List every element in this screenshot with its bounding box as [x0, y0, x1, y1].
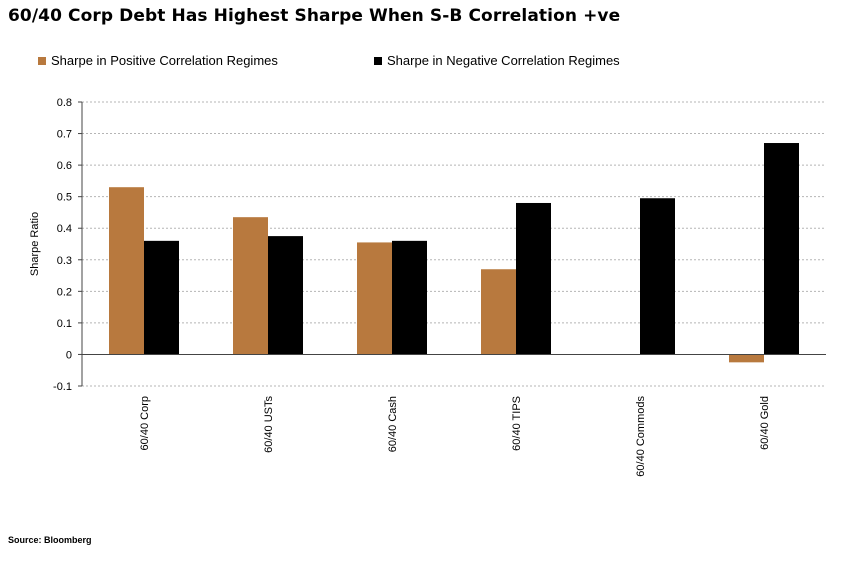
legend-label-negative: Sharpe in Negative Correlation Regimes — [387, 53, 620, 68]
bar-negative — [640, 198, 675, 355]
legend-item-positive: Sharpe in Positive Correlation Regimes — [38, 53, 278, 68]
bar-negative — [392, 240, 427, 355]
y-tick-label: -0.1 — [53, 381, 72, 393]
bar-negative — [268, 236, 303, 355]
chart-title: 60/40 Corp Debt Has Highest Sharpe When … — [8, 6, 621, 26]
legend-item-negative: Sharpe in Negative Correlation Regimes — [374, 53, 620, 68]
y-tick-label: 0.3 — [57, 255, 72, 267]
y-tick-label: 0 — [66, 349, 72, 361]
bar-positive — [109, 187, 144, 355]
bar-negative — [516, 202, 551, 355]
x-tick-label: 60/40 TIPS — [511, 396, 523, 451]
y-tick-label: 0.4 — [57, 223, 72, 235]
y-tick-label: 0.1 — [57, 318, 72, 330]
y-tick-label: 0.7 — [57, 129, 72, 141]
bar-positive — [729, 354, 764, 363]
x-tick-label: 60/40 USTs — [263, 396, 275, 453]
x-tick-label: 60/40 Cash — [387, 396, 399, 452]
legend-swatch-positive — [38, 56, 46, 65]
x-tick-label: 60/40 Commods — [635, 396, 647, 477]
y-axis-title: Sharpe Ratio — [29, 212, 41, 276]
bar-positive — [481, 269, 516, 355]
y-tick-label: 0.2 — [57, 286, 72, 298]
bar-negative — [144, 240, 179, 355]
bar-negative — [764, 143, 799, 355]
legend-swatch-negative — [374, 56, 382, 65]
bar-positive — [233, 217, 268, 355]
y-tick-label: 0.5 — [57, 192, 72, 204]
y-tick-label: 0.8 — [57, 97, 72, 109]
legend-label-positive: Sharpe in Positive Correlation Regimes — [51, 53, 278, 68]
bar-positive — [357, 242, 392, 355]
source-note: Source: Bloomberg — [8, 535, 92, 545]
y-tick-label: 0.6 — [57, 160, 72, 172]
x-tick-label: 60/40 Gold — [759, 396, 771, 450]
x-tick-label: 60/40 Corp — [139, 396, 151, 450]
